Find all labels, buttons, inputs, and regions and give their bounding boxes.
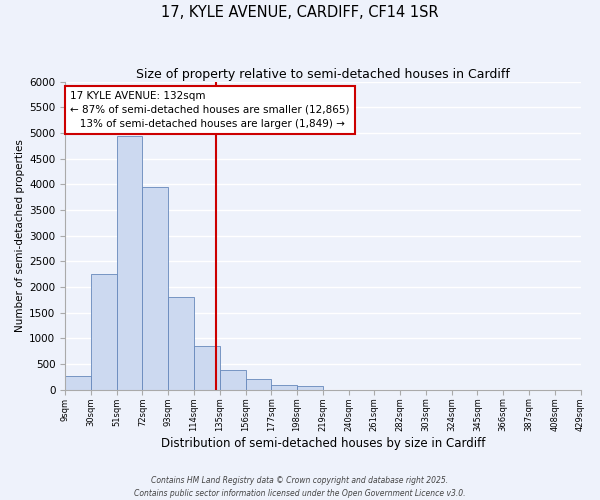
Y-axis label: Number of semi-detached properties: Number of semi-detached properties	[15, 140, 25, 332]
Bar	[91, 274, 116, 390]
X-axis label: Distribution of semi-detached houses by size in Cardiff: Distribution of semi-detached houses by …	[161, 437, 485, 450]
Bar	[65, 376, 91, 390]
Bar	[116, 136, 142, 390]
Bar	[245, 379, 271, 390]
Text: 17, KYLE AVENUE, CARDIFF, CF14 1SR: 17, KYLE AVENUE, CARDIFF, CF14 1SR	[161, 5, 439, 20]
Bar	[271, 384, 297, 390]
Bar	[220, 370, 245, 390]
Bar	[168, 298, 194, 390]
Text: 17 KYLE AVENUE: 132sqm
← 87% of semi-detached houses are smaller (12,865)
   13%: 17 KYLE AVENUE: 132sqm ← 87% of semi-det…	[70, 91, 350, 129]
Bar	[142, 187, 168, 390]
Bar	[194, 346, 220, 390]
Bar	[297, 386, 323, 390]
Title: Size of property relative to semi-detached houses in Cardiff: Size of property relative to semi-detach…	[136, 68, 510, 80]
Text: Contains HM Land Registry data © Crown copyright and database right 2025.
Contai: Contains HM Land Registry data © Crown c…	[134, 476, 466, 498]
